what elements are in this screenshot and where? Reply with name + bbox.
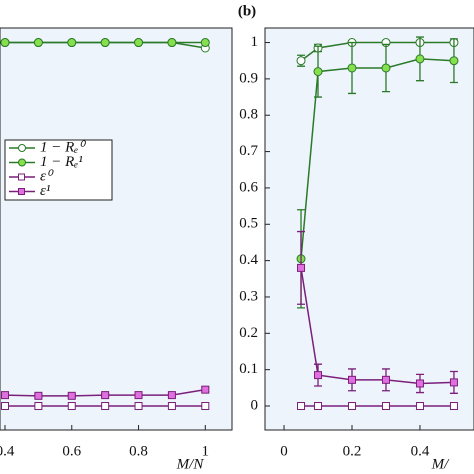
marker [134, 38, 144, 48]
x-tick-label: 1 [202, 443, 210, 459]
legend-label: ε⁰ [40, 168, 54, 184]
marker [415, 379, 424, 388]
legend-label: 1 − Rₑ⁰ [40, 139, 86, 155]
x-tick-label: 0.2 [343, 443, 362, 459]
y-tick-label: 0.5 [239, 216, 258, 232]
marker [297, 263, 306, 272]
marker [449, 402, 458, 411]
legend-marker [18, 173, 25, 181]
marker [381, 402, 390, 411]
marker [100, 38, 110, 48]
series-line [300, 58, 454, 259]
x-axis-label: M/N [176, 456, 205, 472]
y-tick-label: 0.4 [239, 252, 258, 268]
marker [167, 402, 176, 411]
marker [415, 54, 425, 64]
plot-area [0, 27, 233, 431]
marker [33, 38, 43, 48]
marker [201, 402, 210, 411]
x-tick-label: 0.8 [129, 443, 148, 459]
x-tick-label: 0.4 [411, 443, 430, 459]
marker [67, 402, 76, 411]
x-tick-label: 0 [280, 443, 288, 459]
marker [67, 38, 77, 48]
x-tick-label: 0.4 [0, 443, 15, 459]
marker [200, 38, 210, 48]
legend-marker [18, 144, 26, 152]
marker [314, 402, 323, 411]
marker [347, 63, 357, 73]
marker [314, 371, 323, 380]
legend-marker [18, 188, 25, 195]
marker [1, 391, 10, 400]
marker [296, 56, 306, 66]
marker [347, 375, 356, 384]
marker [101, 402, 110, 411]
y-tick-label: 0.6 [239, 179, 258, 195]
x-tick-label: 0.6 [62, 443, 81, 459]
marker [201, 385, 210, 394]
marker [347, 402, 356, 411]
marker [67, 391, 76, 400]
marker [0, 38, 10, 48]
y-tick-label: 0 [251, 397, 259, 413]
plot-area [264, 27, 474, 431]
y-tick-label: 0.7 [239, 143, 258, 159]
marker [449, 378, 458, 387]
y-tick-label: 0.1 [239, 361, 258, 377]
marker [313, 67, 323, 77]
legend-label: 1 − Rₑ¹ [40, 154, 83, 170]
marker [449, 56, 459, 66]
y-tick-label: 1 [251, 34, 259, 50]
marker [134, 391, 143, 400]
legend-label: ε¹ [40, 183, 51, 199]
marker [167, 391, 176, 400]
marker [297, 402, 306, 411]
legend-marker [18, 158, 26, 167]
y-tick-label: 0.2 [239, 325, 258, 341]
y-tick-label: 0.9 [239, 70, 258, 86]
y-tick-label: 0.3 [239, 288, 258, 304]
marker [34, 402, 43, 411]
panel-title: (b) [238, 3, 256, 19]
marker [1, 402, 10, 411]
marker [415, 402, 424, 411]
x-axis-label: M/ [431, 456, 450, 472]
marker [381, 375, 390, 384]
marker [381, 63, 391, 73]
marker [167, 38, 177, 48]
marker [34, 391, 43, 400]
y-tick-label: 0.8 [239, 107, 258, 123]
marker [101, 391, 110, 400]
marker [134, 402, 143, 411]
series-line [300, 267, 454, 385]
